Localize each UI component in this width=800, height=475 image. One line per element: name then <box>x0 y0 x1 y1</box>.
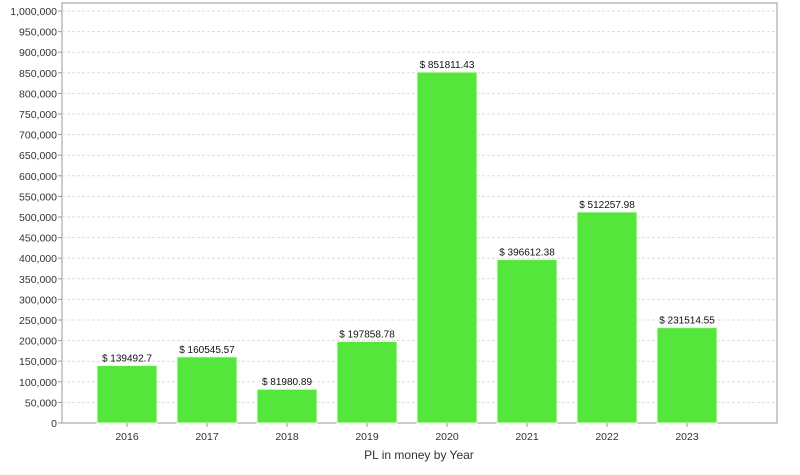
y-tick-label: 450,000 <box>19 233 57 245</box>
bar-2023 <box>656 327 718 424</box>
data-label: $ 139492.7 <box>102 354 152 365</box>
y-tick-label: 300,000 <box>19 294 57 306</box>
y-tick-label: 100,000 <box>19 377 57 389</box>
bar-2019 <box>336 340 398 424</box>
bar-2022 <box>576 211 638 424</box>
data-label: $ 851811.43 <box>420 60 475 71</box>
x-tick-label: 2017 <box>195 431 219 443</box>
y-tick-label: 750,000 <box>19 109 57 121</box>
data-label: $ 396612.38 <box>499 248 555 259</box>
data-label: $ 160545.57 <box>179 345 235 356</box>
bar-2017 <box>176 356 238 424</box>
x-tick-label: 2023 <box>675 431 699 443</box>
y-tick-label: 850,000 <box>19 68 57 80</box>
x-tick-label: 2021 <box>515 431 539 443</box>
y-tick-label: 700,000 <box>19 130 57 142</box>
x-tick-label: 2016 <box>115 431 139 443</box>
y-tick-label: 350,000 <box>19 274 57 286</box>
y-tick-label: 550,000 <box>19 191 57 203</box>
data-label: $ 512257.98 <box>579 200 635 211</box>
x-tick-label: 2019 <box>355 431 379 443</box>
y-tick-label: 650,000 <box>19 150 57 162</box>
bar-2018 <box>256 388 318 424</box>
y-tick-label: 800,000 <box>19 88 57 100</box>
y-tick-label: 900,000 <box>19 47 57 59</box>
x-tick-label: 2020 <box>435 431 459 443</box>
bar-2020 <box>416 71 478 424</box>
data-label: $ 197858.78 <box>339 329 395 340</box>
bar-2021 <box>496 259 558 424</box>
x-tick-label: 2018 <box>275 431 299 443</box>
y-tick-label: 200,000 <box>19 336 57 348</box>
y-tick-label: 1,000,000 <box>10 6 57 18</box>
y-tick-label: 500,000 <box>19 212 57 224</box>
x-axis-label: PL in money by Year <box>364 448 474 462</box>
y-tick-label: 600,000 <box>19 171 57 183</box>
data-label: $ 81980.89 <box>262 377 312 388</box>
y-tick-label: 150,000 <box>19 356 57 368</box>
y-tick-label: 250,000 <box>19 315 57 327</box>
y-tick-label: 0 <box>51 418 57 430</box>
data-label: $ 231514.55 <box>659 316 715 327</box>
y-tick-label: 400,000 <box>19 253 57 265</box>
bar-2016 <box>96 365 158 424</box>
y-tick-label: 50,000 <box>25 397 57 409</box>
y-tick-label: 950,000 <box>19 27 57 39</box>
x-tick-label: 2022 <box>595 431 619 443</box>
